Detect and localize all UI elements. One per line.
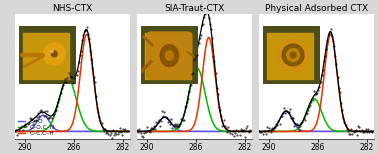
Title: Physical Adsorbed CTX: Physical Adsorbed CTX [265,4,368,13]
Legend: C=O, C–O,C–N, C–C,C–H: C=O, C–O,C–N, C–C,C–H [18,119,55,136]
Title: SIA-Traut-CTX: SIA-Traut-CTX [164,4,225,13]
Title: NHS-CTX: NHS-CTX [53,4,93,13]
